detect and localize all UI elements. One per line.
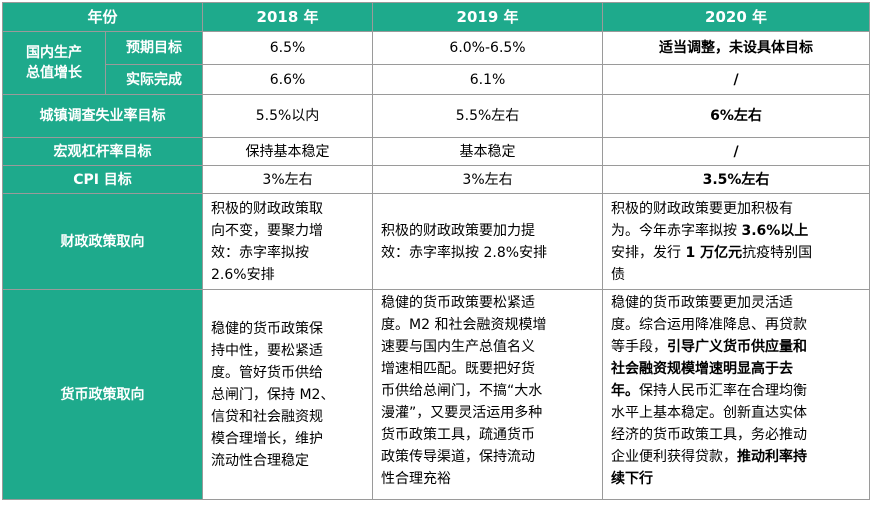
monetary-label: 货币政策取向 <box>1 289 204 500</box>
monetary-2020: 稳健的货币政策要更加灵活适 度。综合运用降准降息、再贷款 等手段，引导广义货币供… <box>602 289 871 500</box>
gdp-expected-row: 国内生产总值增长 预期目标 6.5% 6.0%-6.5% 适当调整，未设具体目标 <box>2 31 871 95</box>
gdp-actual-2020: / <box>602 64 871 95</box>
monetary-2020-line: 年。保持人民币汇率在合理均衡 <box>611 380 861 402</box>
fiscal-2020: 积极的财政政策要更加积极有 为。今年赤字率拟按 3.6%以上 安排，发行 1 万… <box>602 193 871 290</box>
header-2020: 2020 年 <box>602 2 871 32</box>
fiscal-2018: 积极的财政政策取 向不变，要聚力增 效：赤字率拟按 2.6%安排 <box>202 193 374 290</box>
monetary-2020-emphasis: 引导广义货币供应量和 <box>667 339 808 355</box>
monetary-2018: 稳健的货币政策保 持中性，要松紧适 度。管好货币供给 总闸门，保持 M2、 信贷… <box>202 289 374 500</box>
fiscal-2020-bond-amount: 1 万亿元 <box>685 244 743 261</box>
policy-table: 年份 2018 年 2019 年 2020 年 国内生产总值增长 预期目标 6.… <box>1 2 871 500</box>
fiscal-2018-line: 积极的财政政策取 <box>211 200 324 217</box>
monetary-2020-text: 等手段， <box>611 339 668 355</box>
monetary-2020-text: 保持人民币汇率在合理均衡 <box>639 383 808 399</box>
gdp-expected-2020: 适当调整，未设具体目标 <box>602 31 871 65</box>
cpi-2019: 3%左右 <box>372 165 604 194</box>
fiscal-2018-line: 效：赤字率拟按 <box>211 244 310 261</box>
header-row: 年份 2018 年 2019 年 2020 年 <box>1 2 871 32</box>
fiscal-2020-line: 积极的财政政策要更加积极有 <box>611 200 794 217</box>
monetary-2019-line: 货币政策工具，疏通货币 <box>381 427 536 443</box>
monetary-2020-line: 水平上基本稳定。创新直达实体 <box>611 405 808 421</box>
cpi-label: CPI 目标 <box>1 165 204 194</box>
monetary-2018-line: 流动性合理稳定 <box>211 452 310 469</box>
monetary-2020-line: 企业便利获得贷款，推动利率持 <box>611 446 861 468</box>
fiscal-2020-line: 债 <box>611 266 626 283</box>
leverage-row: 宏观杠杆率目标 保持基本稳定 基本稳定 / <box>1 137 871 166</box>
monetary-2018-line: 模合理增长，维护 <box>211 430 324 447</box>
gdp-expected-2019: 6.0%-6.5% <box>372 31 604 65</box>
header-year: 年份 <box>1 2 204 32</box>
monetary-2019-line: 速要与国内生产总值名义 <box>381 339 536 355</box>
fiscal-2019-line: 效：赤字率拟按 2.8%安排 <box>381 244 548 261</box>
monetary-2019-line: 币供给总闸门，不搞“大水 <box>381 383 543 399</box>
monetary-2018-line: 持中性，要松紧适 <box>211 342 324 359</box>
fiscal-label: 财政政策取向 <box>1 193 204 290</box>
monetary-2020-line: 经济的货币政策工具，务必推动 <box>611 427 808 443</box>
fiscal-2019: 积极的财政政策要加力提 效：赤字率拟按 2.8%安排 <box>372 193 604 290</box>
gdp-label: 国内生产总值增长 <box>2 31 106 95</box>
monetary-2018-line: 总闸门，保持 M2、 <box>211 386 335 403</box>
leverage-label: 宏观杠杆率目标 <box>1 137 204 166</box>
gdp-expected-label: 预期目标 <box>104 31 204 65</box>
monetary-2019-line: 漫灌”，又要灵活运用多种 <box>381 405 543 421</box>
fiscal-2018-line: 向不变，要聚力增 <box>211 222 324 239</box>
unemployment-row: 城镇调查失业率目标 5.5%以内 5.5%左右 6%左右 <box>1 94 871 138</box>
monetary-row: 货币政策取向 稳健的货币政策保 持中性，要松紧适 度。管好货币供给 总闸门，保持… <box>1 289 871 500</box>
monetary-2020-emphasis: 续下行 <box>611 471 654 487</box>
monetary-2019-line: 增速相匹配。既要把好货 <box>381 361 536 377</box>
monetary-2019-line: 稳健的货币政策要松紧适 <box>381 295 536 311</box>
fiscal-row: 财政政策取向 积极的财政政策取 向不变，要聚力增 效：赤字率拟按 2.6%安排 … <box>1 193 871 290</box>
monetary-2020-emphasis: 年。 <box>611 383 640 399</box>
monetary-2020-text: 企业便利获得贷款， <box>611 449 738 465</box>
monetary-2018-line: 信贷和社会融资规 <box>211 408 324 425</box>
gdp-actual-2019: 6.1% <box>372 64 604 95</box>
monetary-2020-emphasis: 社会融资规模增速明显高于去 <box>611 361 794 377</box>
header-2018: 2018 年 <box>202 2 374 32</box>
monetary-2020-line: 等手段，引导广义货币供应量和 <box>611 336 861 358</box>
gdp-actual-label: 实际完成 <box>104 64 204 95</box>
monetary-2020-line: 续下行 <box>611 468 861 490</box>
gdp-actual-2018: 6.6% <box>202 64 374 95</box>
monetary-2020-emphasis: 推动利率持 <box>737 449 808 465</box>
leverage-2020: / <box>602 137 871 166</box>
fiscal-2020-text: 抗疫特别国 <box>742 244 813 261</box>
fiscal-2020-deficit-rate: 3.6%以上 <box>741 222 809 239</box>
monetary-2019-line: 政策传导渠道，保持流动 <box>381 449 536 465</box>
gdp-actual-row: 实际完成 6.6% 6.1% / <box>3 64 871 95</box>
leverage-2019: 基本稳定 <box>372 137 604 166</box>
unemployment-2020: 6%左右 <box>602 94 871 138</box>
fiscal-2020-line: 为。今年赤字率拟按 3.6%以上 <box>611 220 861 242</box>
monetary-2020-line: 社会融资规模增速明显高于去 <box>611 358 861 380</box>
cpi-2018: 3%左右 <box>202 165 374 194</box>
cpi-2020: 3.5%左右 <box>602 165 871 194</box>
unemployment-2018: 5.5%以内 <box>202 94 374 138</box>
fiscal-2018-line: 2.6%安排 <box>211 266 275 283</box>
gdp-expected-2018: 6.5% <box>202 31 374 65</box>
cpi-row: CPI 目标 3%左右 3%左右 3.5%左右 <box>1 165 871 194</box>
fiscal-2020-text: 安排，发行 <box>611 244 686 261</box>
monetary-2020-line: 度。综合运用降准降息、再贷款 <box>611 317 808 333</box>
monetary-2019: 稳健的货币政策要松紧适 度。M2 和社会融资规模增 速要与国内生产总值名义 增速… <box>372 289 604 500</box>
leverage-2018: 保持基本稳定 <box>202 137 374 166</box>
monetary-2019-line: 度。M2 和社会融资规模增 <box>381 317 547 333</box>
monetary-2019-line: 性合理充裕 <box>381 471 452 487</box>
monetary-2020-line: 稳健的货币政策要更加灵活适 <box>611 295 794 311</box>
unemployment-2019: 5.5%左右 <box>372 94 604 138</box>
fiscal-2020-text: 为。今年赤字率拟按 <box>611 222 742 239</box>
monetary-2018-line: 度。管好货币供给 <box>211 364 324 381</box>
monetary-2018-line: 稳健的货币政策保 <box>211 320 324 337</box>
header-2019: 2019 年 <box>372 2 604 32</box>
unemployment-label: 城镇调查失业率目标 <box>1 94 204 138</box>
fiscal-2019-line: 积极的财政政策要加力提 <box>381 222 536 239</box>
fiscal-2020-line: 安排，发行 1 万亿元抗疫特别国 <box>611 242 861 264</box>
